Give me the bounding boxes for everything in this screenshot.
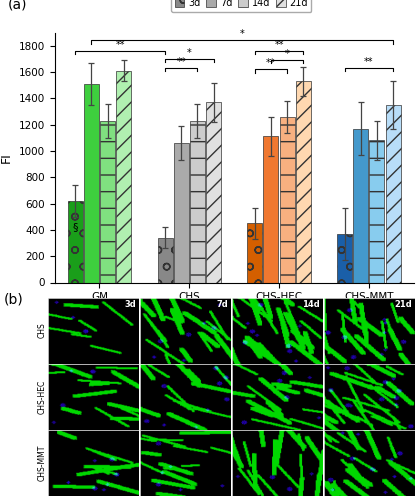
Bar [247,224,262,282]
Text: **: ** [266,58,276,68]
Text: **: ** [176,57,186,67]
Bar [100,120,115,282]
Y-axis label: FI: FI [0,152,13,163]
Text: *: * [285,49,289,59]
Bar [296,81,311,282]
Bar [386,105,401,282]
Bar [206,102,221,282]
Bar [337,234,352,282]
Text: *: * [187,48,192,58]
Bar [190,120,205,282]
Text: 3d: 3d [125,300,136,309]
Legend: 3d, 7d, 14d, 21d: 3d, 7d, 14d, 21d [171,0,312,12]
Bar [263,136,278,282]
Text: 21d: 21d [394,300,412,309]
Text: *: * [240,30,244,40]
Text: CHS-HEC: CHS-HEC [37,380,46,414]
Text: (a): (a) [8,0,27,12]
Text: **: ** [116,40,125,50]
Bar [280,116,295,282]
Bar [84,84,99,282]
Text: CHS-MMT: CHS-MMT [37,444,46,481]
Text: 7d: 7d [217,300,228,309]
Text: (b): (b) [4,292,24,306]
Text: 14d: 14d [302,300,320,309]
Bar [173,143,189,282]
Text: **: ** [274,40,284,50]
Bar [68,201,83,282]
Bar [116,70,131,282]
Text: CHS: CHS [37,322,46,338]
Bar [369,140,384,282]
Text: **: ** [364,57,373,67]
Text: §: § [73,222,78,232]
Bar [353,128,368,282]
Bar [158,238,173,282]
